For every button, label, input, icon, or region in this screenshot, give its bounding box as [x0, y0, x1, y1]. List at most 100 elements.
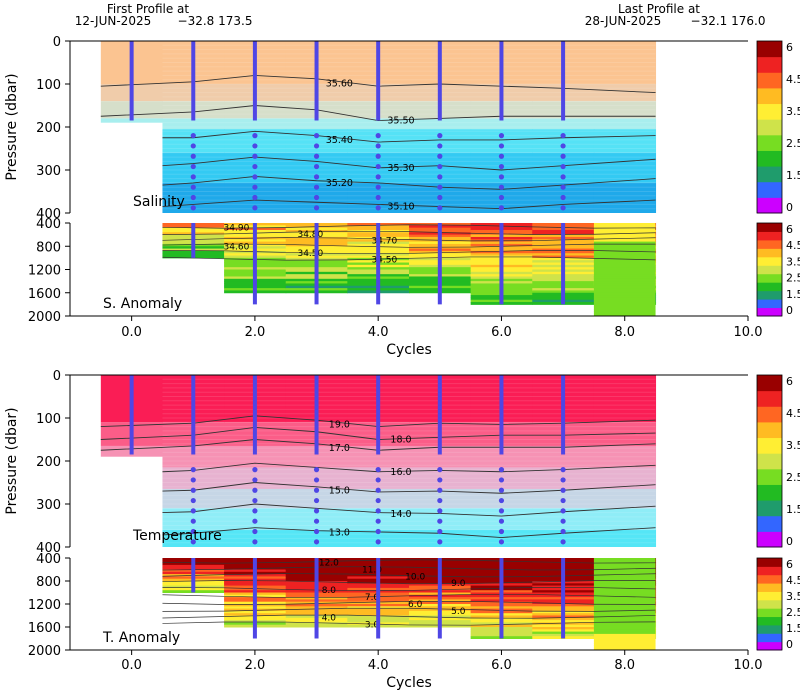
colorbar-swatch [757, 41, 782, 58]
anomaly-contour [162, 256, 656, 261]
profile-dot [560, 153, 566, 159]
profile-dot [375, 174, 381, 180]
anomaly-cell [593, 229, 656, 233]
anomaly-cell [593, 253, 656, 257]
profile-dot [437, 539, 443, 545]
anomaly-cell [593, 587, 656, 591]
y-tick-label: 1200 [28, 264, 61, 279]
x-tick-label: 8.0 [614, 658, 635, 673]
anomaly-cell [593, 592, 656, 596]
colorbar-frame [756, 40, 783, 214]
profile-dot [498, 518, 505, 524]
x-tick-label: 10.0 [734, 658, 763, 673]
layer-cell [593, 129, 657, 153]
profile-dot [560, 508, 566, 514]
anomaly-cell [593, 622, 656, 626]
profile-dot [560, 194, 566, 201]
x-tick-label: 0.0 [121, 325, 142, 340]
anomaly-contour [162, 621, 656, 626]
profile-dot [437, 194, 443, 201]
layer-cell [470, 129, 533, 153]
colorbar-tick-label: 1.5 [786, 169, 800, 182]
profile-dot [313, 528, 320, 535]
anomaly-contour-label: 11.0 [362, 565, 382, 575]
layer-cell [593, 508, 657, 530]
last-profile-date: 28-JUN-2025 [585, 14, 661, 28]
profile-dot [560, 539, 566, 545]
anomaly-cell [593, 562, 656, 566]
anomaly-cell [593, 604, 656, 607]
x-tick-label: 0.0 [121, 658, 142, 673]
profile-dot [375, 143, 381, 149]
anomaly-contour [162, 600, 656, 605]
layer-cell [224, 118, 287, 130]
layer-cell [593, 375, 657, 423]
profile-dot [190, 497, 196, 504]
anomaly-cell [593, 560, 656, 564]
colorbar-swatch [757, 375, 782, 392]
anomaly-cell [593, 274, 656, 277]
contour-label: 35.10 [387, 201, 414, 212]
anomaly-contour-label: 34.70 [371, 236, 397, 246]
colorbar-swatch [757, 307, 782, 317]
profile-dot [375, 163, 381, 170]
profile-dot [375, 487, 381, 493]
colorbar-swatch [757, 166, 782, 183]
anomaly-contour-label: 5.0 [451, 607, 466, 617]
profile-dot [313, 518, 320, 524]
anomaly-cell [593, 281, 656, 284]
profile-dot [375, 497, 381, 504]
colorbar-swatch [757, 256, 782, 266]
colorbar-tick-label: 0 [786, 304, 793, 317]
profile-dot [190, 508, 196, 514]
anomaly-cell [593, 620, 656, 623]
profile-dot [375, 508, 381, 514]
profile-dot [252, 518, 258, 524]
profile-dot [313, 508, 320, 514]
colorbar-swatch [757, 453, 782, 470]
y-axis-label: Pressure (dbar) [4, 407, 20, 514]
colorbar-tick-label: 3.5 [786, 255, 800, 268]
anomaly-cell [593, 627, 656, 630]
anomaly-cell [593, 250, 656, 254]
anomaly-contour-label: 12.0 [319, 558, 339, 568]
profile-dot [560, 497, 566, 504]
colorbar-tick-label: 2.5 [786, 471, 800, 484]
x-tick-label: 6.0 [491, 658, 512, 673]
profile-dot [375, 205, 381, 211]
colorbar-swatch [757, 608, 782, 618]
colorbar-swatch [757, 265, 782, 275]
contour-line [162, 130, 656, 143]
colorbar-tick-label: 2.5 [786, 137, 800, 150]
layer-cell [409, 118, 472, 130]
anomaly-cell [593, 295, 656, 298]
anomaly-cell [593, 304, 656, 308]
profile-dot [498, 508, 505, 514]
profile-dot [313, 153, 320, 159]
anomaly-cell [593, 269, 656, 273]
anomaly-contour [162, 559, 656, 564]
y-tick-label: 400 [36, 217, 61, 232]
anomaly-cell [593, 624, 656, 628]
x-tick-label: 2.0 [245, 325, 266, 340]
profile-dot [498, 477, 505, 483]
y-tick-label: 300 [36, 498, 61, 513]
colorbar-tick-label: 4.5 [786, 574, 800, 587]
colorbar-swatch [757, 72, 782, 89]
anomaly-cell [593, 292, 656, 296]
profile-dot [437, 467, 443, 473]
anomaly-contour-label: 9.0 [451, 579, 466, 589]
anomaly-cell [593, 617, 656, 621]
colorbar-frame [756, 222, 783, 317]
layer-cell [593, 84, 657, 102]
y-tick-label: 800 [36, 575, 61, 590]
anomaly-cell [593, 638, 656, 642]
y-axis-label: Pressure (dbar) [4, 73, 20, 180]
y-tick-label: 400 [36, 541, 61, 556]
y-tick-label: 200 [36, 121, 61, 136]
colorbar-swatch [757, 56, 782, 73]
profile-dot [190, 467, 196, 473]
profile-dot [190, 174, 196, 180]
layer-cell [593, 152, 657, 183]
colorbar-swatch [757, 531, 782, 548]
